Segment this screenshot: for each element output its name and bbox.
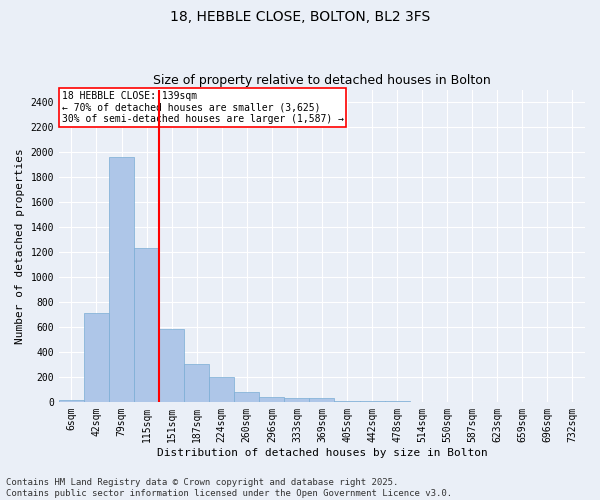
- Bar: [84, 312, 109, 402]
- Text: 18, HEBBLE CLOSE, BOLTON, BL2 3FS: 18, HEBBLE CLOSE, BOLTON, BL2 3FS: [170, 10, 430, 24]
- Bar: [209, 377, 234, 402]
- Bar: [310, 398, 334, 402]
- Text: 18 HEBBLE CLOSE: 139sqm
← 70% of detached houses are smaller (3,625)
30% of semi: 18 HEBBLE CLOSE: 139sqm ← 70% of detache…: [62, 91, 344, 124]
- Bar: [184, 364, 209, 402]
- Y-axis label: Number of detached properties: Number of detached properties: [15, 148, 25, 344]
- Bar: [59, 400, 84, 402]
- X-axis label: Distribution of detached houses by size in Bolton: Distribution of detached houses by size …: [157, 448, 487, 458]
- Bar: [234, 392, 259, 402]
- Bar: [159, 330, 184, 402]
- Title: Size of property relative to detached houses in Bolton: Size of property relative to detached ho…: [153, 74, 491, 87]
- Bar: [259, 396, 284, 402]
- Bar: [284, 398, 310, 402]
- Text: Contains HM Land Registry data © Crown copyright and database right 2025.
Contai: Contains HM Land Registry data © Crown c…: [6, 478, 452, 498]
- Bar: [359, 401, 385, 402]
- Bar: [334, 401, 359, 402]
- Bar: [134, 248, 159, 402]
- Bar: [109, 157, 134, 402]
